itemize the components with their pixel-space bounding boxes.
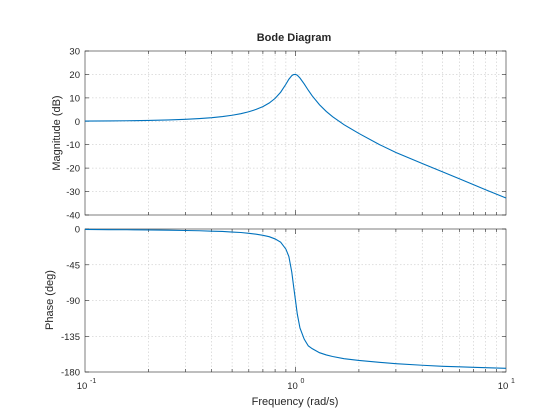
x-tick-exponent: 1 — [511, 378, 515, 385]
magnitude-y-tick-label: 0 — [75, 117, 80, 128]
phase-series-line — [84, 228, 507, 369]
chart-title: Bode Diagram — [257, 32, 332, 44]
magnitude-axes: -40 -30 -20 -10 0 10 20 30 Magnitude (dB) — [51, 47, 507, 222]
magnitude-y-tick-label: -30 — [66, 187, 80, 198]
phase-y-tick-label: -180 — [61, 368, 80, 379]
phase-y-tick-label: -135 — [61, 332, 80, 343]
magnitude-y-axis-label: Magnitude (dB) — [51, 95, 63, 170]
magnitude-y-ticks: -40 -30 -20 -10 0 10 20 30 — [66, 47, 506, 222]
magnitude-grid — [85, 51, 506, 215]
magnitude-series-line — [84, 73, 507, 199]
magnitude-y-tick-label: -10 — [66, 140, 80, 151]
x-tick-label: 10 — [498, 381, 509, 392]
x-axis-label: Frequency (rad/s) — [252, 396, 339, 408]
magnitude-y-tick-label: -40 — [66, 211, 80, 222]
magnitude-plot-box — [84, 50, 507, 216]
x-tick-exponent: 0 — [301, 378, 305, 385]
phase-axes: -180-135-90-450 10 -1 10 0 10 1 Phase (deg) — [44, 225, 515, 393]
phase-y-tick-label: -90 — [66, 296, 80, 307]
x-tick-exponent: -1 — [90, 378, 96, 385]
x-tick-label: 10 — [287, 381, 298, 392]
magnitude-y-tick-label: 20 — [69, 70, 80, 81]
x-tick-label: 10 — [77, 381, 88, 392]
phase-grid — [85, 229, 506, 372]
magnitude-y-tick-label: 10 — [69, 93, 80, 104]
phase-y-tick-label: -45 — [66, 260, 80, 271]
phase-y-tick-label: 0 — [75, 225, 80, 236]
magnitude-y-tick-label: -20 — [66, 164, 80, 175]
phase-y-axis-label: Phase (deg) — [44, 270, 56, 330]
magnitude-y-tick-label: 30 — [69, 47, 80, 58]
phase-x-ticks: 10 -1 10 0 10 1 — [77, 378, 515, 392]
